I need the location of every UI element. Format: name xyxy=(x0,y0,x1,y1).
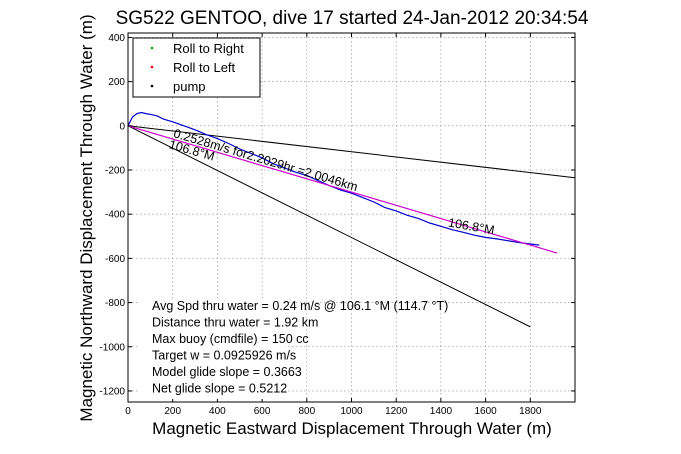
stats-box xyxy=(140,299,285,399)
legend-label: Roll to Right xyxy=(173,41,244,56)
y-tick-label: 200 xyxy=(108,77,125,88)
stats-line: Target w = 0.0925926 m/s xyxy=(152,349,296,363)
y-tick-label: -200 xyxy=(105,165,125,176)
legend-marker xyxy=(150,84,154,88)
x-tick-label: 400 xyxy=(209,406,226,417)
x-tick-label: 1600 xyxy=(474,406,497,417)
reference-lines xyxy=(127,125,576,328)
x-tick-label: 600 xyxy=(254,406,271,417)
legend: Roll to Right Roll to Left pump xyxy=(132,37,261,98)
x-tick-label: 1200 xyxy=(385,406,408,417)
stats-line: Model glide slope = 0.3663 xyxy=(152,365,302,379)
grid xyxy=(128,33,575,402)
y-tick-label: 0 xyxy=(119,121,125,132)
stats-line: Distance thru water = 1.92 km xyxy=(152,316,318,330)
stats-text: Avg Spd thru water = 0.24 m/s @ 106.1 °M… xyxy=(152,299,448,396)
heading-reference-line xyxy=(127,125,576,179)
legend-box xyxy=(132,37,261,98)
legend-label: pump xyxy=(173,79,206,94)
x-axis-label: Magnetic Eastward Displacement Through W… xyxy=(152,419,552,438)
heading-reference-line xyxy=(127,125,531,328)
y-tick-label: -1200 xyxy=(99,386,125,397)
y-tick-label: -800 xyxy=(105,298,125,309)
x-tick-label: 200 xyxy=(164,406,181,417)
track-line xyxy=(127,111,540,246)
x-tick-label: 800 xyxy=(298,406,315,417)
y-axis-label: Magnetic Northward Displacement Through … xyxy=(77,14,96,421)
x-tick-label: 0 xyxy=(125,406,131,417)
track-line xyxy=(127,125,558,254)
x-tick-label: 1000 xyxy=(340,406,363,417)
chart-title: SG522 GENTOO, dive 17 started 24-Jan-201… xyxy=(116,8,589,29)
y-tick-label: -400 xyxy=(105,210,125,221)
y-tick-label: -1000 xyxy=(99,342,125,353)
x-tick-label: 1800 xyxy=(519,406,542,417)
x-tick-label: 1400 xyxy=(430,406,453,417)
axis-ticks: 0 200 400 600 800 1000 1200 1400 1600 1800 400 200 0… xyxy=(99,33,575,417)
legend-marker xyxy=(150,46,154,50)
y-tick-label: -600 xyxy=(105,254,125,265)
stats-line: Avg Spd thru water = 0.24 m/s @ 106.1 °M… xyxy=(152,299,448,313)
y-tick-label: 400 xyxy=(108,33,125,44)
annotation-text: 0.2528m/s for2.2029hr =2.0046km xyxy=(172,126,360,194)
legend-label: Roll to Left xyxy=(173,60,236,75)
track-series xyxy=(127,111,558,254)
stats-line: Max buoy (cmdfile) = 150 cc xyxy=(152,332,309,346)
stats-line: Net glide slope = 0.5212 xyxy=(152,382,287,396)
legend-marker xyxy=(150,65,154,69)
